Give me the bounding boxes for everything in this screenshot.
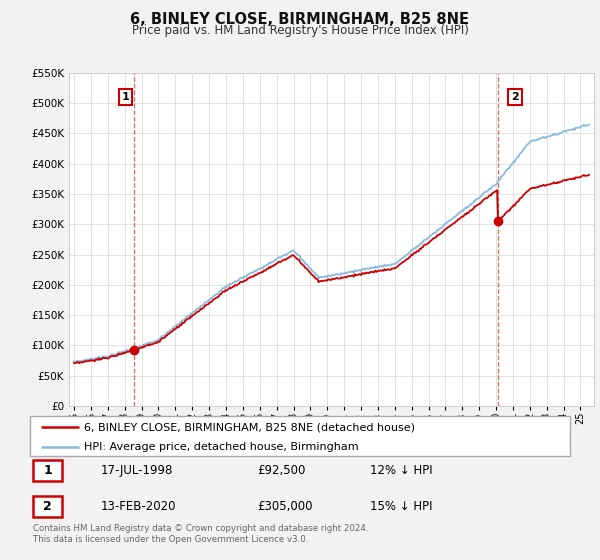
Text: Price paid vs. HM Land Registry's House Price Index (HPI): Price paid vs. HM Land Registry's House … bbox=[131, 24, 469, 36]
Text: 17-JUL-1998: 17-JUL-1998 bbox=[100, 464, 173, 477]
Text: 15% ↓ HPI: 15% ↓ HPI bbox=[370, 500, 433, 513]
Text: 12% ↓ HPI: 12% ↓ HPI bbox=[370, 464, 433, 477]
FancyBboxPatch shape bbox=[30, 416, 570, 456]
Text: 6, BINLEY CLOSE, BIRMINGHAM, B25 8NE: 6, BINLEY CLOSE, BIRMINGHAM, B25 8NE bbox=[131, 12, 470, 27]
Text: 6, BINLEY CLOSE, BIRMINGHAM, B25 8NE (detached house): 6, BINLEY CLOSE, BIRMINGHAM, B25 8NE (de… bbox=[84, 422, 415, 432]
Text: 13-FEB-2020: 13-FEB-2020 bbox=[100, 500, 176, 513]
Text: 1: 1 bbox=[122, 92, 129, 102]
Text: 2: 2 bbox=[43, 500, 52, 513]
Text: 1: 1 bbox=[43, 464, 52, 477]
Text: £92,500: £92,500 bbox=[257, 464, 305, 477]
FancyBboxPatch shape bbox=[33, 496, 62, 517]
Text: HPI: Average price, detached house, Birmingham: HPI: Average price, detached house, Birm… bbox=[84, 442, 359, 452]
FancyBboxPatch shape bbox=[33, 460, 62, 481]
Text: £305,000: £305,000 bbox=[257, 500, 312, 513]
Text: 2: 2 bbox=[511, 92, 519, 102]
Text: Contains HM Land Registry data © Crown copyright and database right 2024.
This d: Contains HM Land Registry data © Crown c… bbox=[33, 524, 368, 544]
